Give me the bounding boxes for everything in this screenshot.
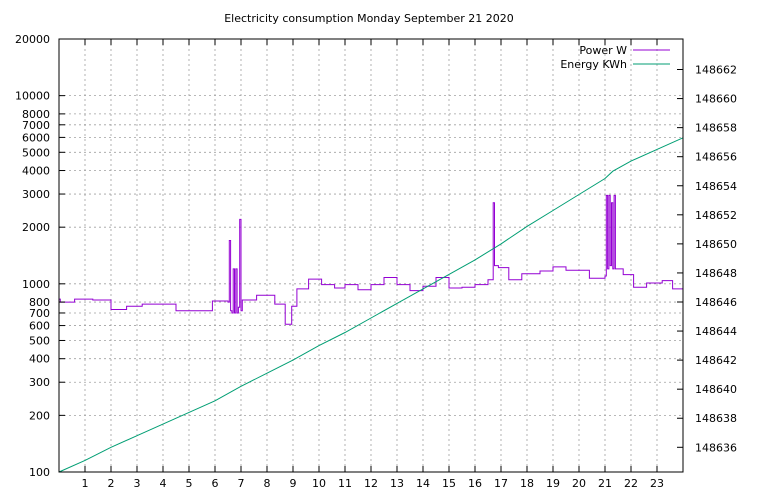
legend: Power W Energy KWh [560,44,670,71]
legend-energy-label: Energy KWh [560,58,627,71]
x-tick-label: 9 [290,477,297,490]
y-left-tick-label: 800 [29,296,50,309]
y-left-tick-label: 700 [29,307,50,320]
y-right-tick-label: 148644 [695,325,737,338]
x-tick-label: 17 [494,477,508,490]
x-tick-label: 1 [82,477,89,490]
x-tick-label: 12 [364,477,378,490]
y-left-tick-label: 300 [29,376,50,389]
y-left-tick-label: 7000 [22,119,50,132]
y-right-tick-label: 148638 [695,412,737,425]
x-tick-label: 6 [212,477,219,490]
x-tick-label: 11 [338,477,352,490]
y-right-tick-label: 148642 [695,354,737,367]
x-tick-label: 22 [624,477,638,490]
y-right-tick-label: 148646 [695,296,737,309]
y-right-tick-label: 148656 [695,151,737,164]
y-left-tick-label: 500 [29,334,50,347]
y-right-tick-label: 148654 [695,180,737,193]
energy-series-line [58,137,684,473]
y-right-tick-label: 148640 [695,383,737,396]
chart-title: Electricity consumption Monday September… [224,12,514,25]
y-right-tick-label: 148662 [695,64,737,77]
x-tick-label: 13 [390,477,404,490]
x-tick-label: 21 [598,477,612,490]
y-left-tick-label: 2000 [22,221,50,234]
y-left-tick-label: 8000 [22,108,50,121]
y-right-tick-label: 148652 [695,209,737,222]
x-tick-label: 7 [238,477,245,490]
y-right-tick-label: 148648 [695,267,737,280]
series-layer [58,137,684,473]
y-left-tick-label: 1000 [22,278,50,291]
x-tick-label: 2 [108,477,115,490]
x-tick-label: 4 [160,477,167,490]
x-tick-label: 18 [520,477,534,490]
grid-layer [59,39,683,472]
power-series-line [59,194,683,325]
y-left-tick-label: 100 [29,466,50,479]
legend-power-label: Power W [579,44,627,57]
x-tick-label: 23 [650,477,664,490]
ticks-layer: 1 2 3 4 5 6 7 8 9 10 11 12 13 14 15 16 17 18 19 20 21 22 23100… [15,33,737,490]
y-left-tick-label: 200 [29,409,50,422]
x-tick-label: 10 [312,477,326,490]
y-left-tick-label: 5000 [22,146,50,159]
x-tick-label: 8 [264,477,271,490]
x-tick-label: 14 [416,477,430,490]
y-left-tick-label: 400 [29,353,50,366]
x-tick-label: 16 [468,477,482,490]
y-left-tick-label: 6000 [22,131,50,144]
y-right-tick-label: 148650 [695,238,737,251]
y-right-tick-label: 148660 [695,93,737,106]
y-left-tick-label: 20000 [15,33,50,46]
y-left-tick-label: 3000 [22,188,50,201]
y-left-tick-label: 600 [29,320,50,333]
x-tick-label: 15 [442,477,456,490]
y-right-tick-label: 148658 [695,122,737,135]
y-left-tick-label: 4000 [22,165,50,178]
y-left-tick-label: 10000 [15,90,50,103]
x-tick-label: 5 [186,477,193,490]
x-tick-label: 19 [546,477,560,490]
y-right-tick-label: 148636 [695,441,737,454]
x-tick-label: 20 [572,477,586,490]
x-tick-label: 3 [134,477,141,490]
